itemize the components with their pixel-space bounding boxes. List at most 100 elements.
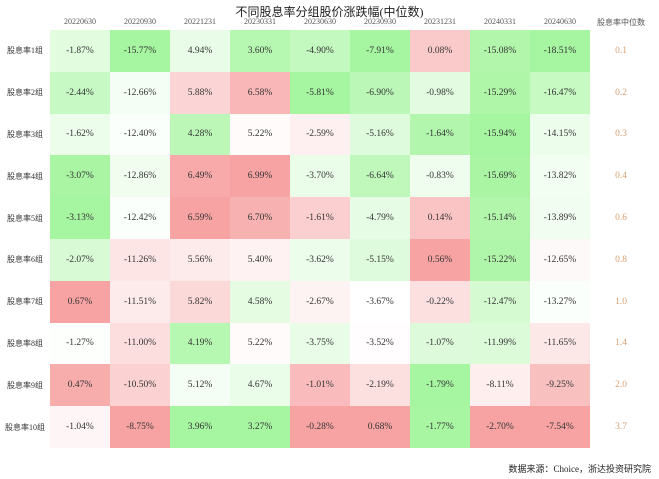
heat-cell: 5.56% [170, 239, 230, 281]
heat-cell: -0.28% [290, 406, 350, 448]
heat-cell: 5.22% [230, 322, 290, 365]
heat-cell: -13.27% [530, 280, 590, 323]
heat-cell: -1.27% [50, 322, 110, 365]
heat-cell: -2.59% [290, 113, 350, 156]
row-label: 股息率10组 [5, 422, 45, 432]
heat-cell: -5.16% [350, 113, 410, 156]
median-value: 1.4 [615, 338, 627, 349]
heat-cell: 3.27% [230, 406, 290, 448]
median-value: 0.3 [615, 129, 627, 140]
row-label: 股息率3组 [7, 129, 43, 139]
heat-cell: -2.70% [470, 406, 530, 448]
heat-cell: -15.22% [470, 239, 530, 281]
median-value: 3.7 [615, 422, 627, 433]
heat-cell: 0.47% [50, 364, 110, 407]
heat-cell: -4.90% [290, 30, 350, 72]
heat-cell: 4.58% [230, 280, 290, 323]
heat-cell: -1.77% [410, 406, 470, 448]
heat-cell: -8.75% [110, 406, 170, 448]
heat-cell: -3.70% [290, 155, 350, 198]
heat-cell: -12.47% [470, 280, 530, 323]
heat-cell: -7.91% [350, 30, 410, 72]
column-header: 20230630 [304, 17, 336, 26]
median-value: 0.4 [615, 171, 627, 182]
row-label: 股息率8组 [7, 338, 43, 348]
row-label: 股息率4组 [7, 171, 43, 181]
heat-cell: -1.79% [410, 364, 470, 407]
column-header: 20221231 [184, 17, 216, 26]
heat-cell: -3.67% [350, 280, 410, 323]
heat-cell: 6.70% [230, 197, 290, 239]
heat-cell: -1.87% [50, 30, 110, 72]
heat-cell: -11.00% [110, 322, 170, 365]
heat-cell: -4.79% [350, 197, 410, 239]
heat-cell: 4.94% [170, 30, 230, 72]
column-header: 20220630 [64, 17, 96, 26]
heat-cell: 0.68% [350, 406, 410, 448]
column-header: 20220930 [124, 17, 156, 26]
heat-cell: -1.01% [290, 364, 350, 407]
heat-cell: -7.54% [530, 406, 590, 448]
heat-cell: -2.44% [50, 71, 110, 114]
heat-cell: -3.62% [290, 239, 350, 281]
heat-cell: -9.25% [530, 364, 590, 407]
heat-cell: -1.61% [290, 197, 350, 239]
row-label: 股息率1组 [7, 46, 43, 56]
heat-cell: 5.82% [170, 280, 230, 323]
median-value: 0.8 [615, 254, 627, 265]
heat-cell: -2.07% [50, 239, 110, 281]
heat-cell: -15.29% [470, 71, 530, 114]
heat-cell: -0.22% [410, 280, 470, 323]
heat-cell: -15.77% [110, 30, 170, 72]
heat-cell: 6.99% [230, 155, 290, 198]
heat-cell: -11.51% [110, 280, 170, 323]
heat-cell: 4.19% [170, 322, 230, 365]
heat-cell: -12.65% [530, 239, 590, 281]
heat-cell: -15.94% [470, 113, 530, 156]
heat-cell: -15.69% [470, 155, 530, 198]
heat-cell: -1.64% [410, 113, 470, 156]
heat-cell: -2.67% [290, 280, 350, 323]
heat-cell: 5.88% [170, 71, 230, 114]
heat-cell: 6.58% [230, 71, 290, 114]
heat-cell: -10.50% [110, 364, 170, 407]
heat-cell: -1.07% [410, 322, 470, 365]
heat-cell: -14.15% [530, 113, 590, 156]
median-value: 0.6 [615, 213, 627, 224]
median-value: 0.2 [615, 87, 627, 98]
median-header: 股息率中位数 [597, 18, 645, 27]
heat-cell: -11.65% [530, 322, 590, 365]
column-header: 20230331 [244, 17, 276, 26]
median-value: 2.0 [615, 380, 627, 391]
heat-cell: 4.67% [230, 364, 290, 407]
heat-cell: -0.98% [410, 71, 470, 114]
heat-cell: 5.12% [170, 364, 230, 407]
row-label: 股息率6组 [7, 255, 43, 265]
heat-cell: -5.15% [350, 239, 410, 281]
heat-cell: -12.66% [110, 71, 170, 114]
heat-cell: -6.64% [350, 155, 410, 198]
heat-cell: 0.08% [410, 30, 470, 72]
heat-cell: -8.11% [470, 364, 530, 407]
heat-cell: 3.60% [230, 30, 290, 72]
heat-cell: 6.59% [170, 197, 230, 239]
heat-cell: -1.04% [50, 406, 110, 448]
column-header: 20240331 [484, 17, 516, 26]
column-header: 20240630 [544, 17, 576, 26]
heat-cell: -12.40% [110, 113, 170, 156]
heat-cell: -3.75% [290, 322, 350, 365]
heat-cell: -6.90% [350, 71, 410, 114]
row-label: 股息率2组 [7, 88, 43, 98]
heat-cell: -12.86% [110, 155, 170, 198]
row-label: 股息率9组 [7, 380, 43, 390]
heat-cell: -18.51% [530, 30, 590, 72]
heat-cell: -15.08% [470, 30, 530, 72]
row-label: 股息率7组 [7, 297, 43, 307]
heat-cell: -3.13% [50, 197, 110, 239]
heat-cell: -13.89% [530, 197, 590, 239]
column-header: 20230930 [364, 17, 396, 26]
heat-cell: -3.07% [50, 155, 110, 198]
heat-cell: 6.49% [170, 155, 230, 198]
heat-cell: 0.56% [410, 239, 470, 281]
